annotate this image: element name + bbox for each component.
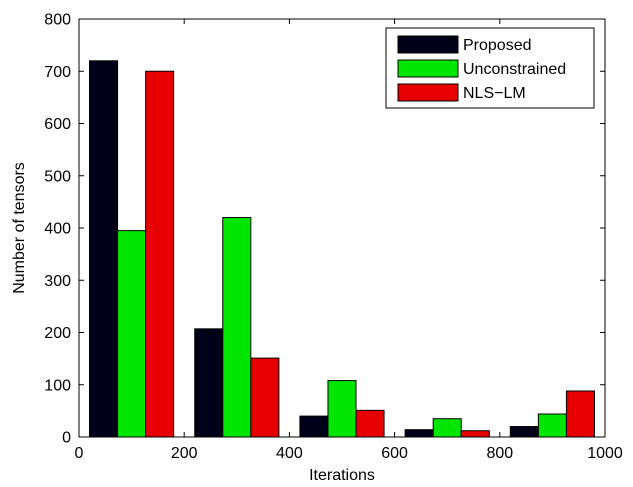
legend-label: Proposed bbox=[463, 37, 532, 54]
y-tick-label: 400 bbox=[44, 221, 71, 238]
legend: Proposed Unconstrained NLS−LM bbox=[385, 27, 595, 109]
y-tick-label: 200 bbox=[44, 325, 71, 342]
bar-nls-lm-300 bbox=[250, 357, 280, 438]
y-tick-label: 700 bbox=[44, 64, 71, 81]
bars-group bbox=[89, 60, 595, 438]
bar-proposed-100 bbox=[89, 60, 119, 438]
bar-proposed-300 bbox=[194, 328, 224, 438]
bar-unconstrained-500 bbox=[327, 380, 357, 438]
bar-unconstrained-700 bbox=[432, 418, 462, 438]
legend-label: NLS−LM bbox=[463, 85, 526, 102]
bar-unconstrained-100 bbox=[117, 230, 147, 438]
y-tick-label: 100 bbox=[44, 377, 71, 394]
y-tick-label: 500 bbox=[44, 168, 71, 185]
bar-unconstrained-300 bbox=[222, 217, 252, 438]
bar-proposed-900 bbox=[509, 426, 539, 438]
bar-nls-lm-900 bbox=[565, 390, 595, 438]
legend-swatch bbox=[397, 35, 459, 54]
y-tick-label: 0 bbox=[62, 430, 71, 447]
x-tick-label: 800 bbox=[486, 445, 513, 462]
legend-label: Unconstrained bbox=[463, 61, 566, 78]
bar-nls-lm-700 bbox=[460, 430, 490, 438]
legend-swatch bbox=[397, 59, 459, 78]
y-axis-label: Number of tensors bbox=[11, 162, 28, 294]
x-tick-label: 200 bbox=[171, 445, 198, 462]
bar-proposed-500 bbox=[299, 415, 329, 438]
bar-proposed-700 bbox=[404, 429, 434, 438]
x-axis-label: Iterations bbox=[309, 467, 375, 484]
bar-nls-lm-500 bbox=[355, 409, 385, 438]
x-tick-label: 0 bbox=[75, 445, 84, 462]
y-tick-label: 300 bbox=[44, 273, 71, 290]
x-tick-label: 1000 bbox=[587, 445, 623, 462]
bar-nls-lm-100 bbox=[145, 70, 175, 438]
x-tick-label: 600 bbox=[381, 445, 408, 462]
y-tick-label: 600 bbox=[44, 116, 71, 133]
y-tick-label: 800 bbox=[44, 12, 71, 29]
bar-unconstrained-900 bbox=[537, 413, 567, 438]
ticks-group: 0 200 400 600 800 1000 0 100 200 300 400 500 600 700 8… bbox=[44, 12, 623, 463]
x-tick-label: 400 bbox=[276, 445, 303, 462]
legend-swatch bbox=[397, 83, 459, 102]
